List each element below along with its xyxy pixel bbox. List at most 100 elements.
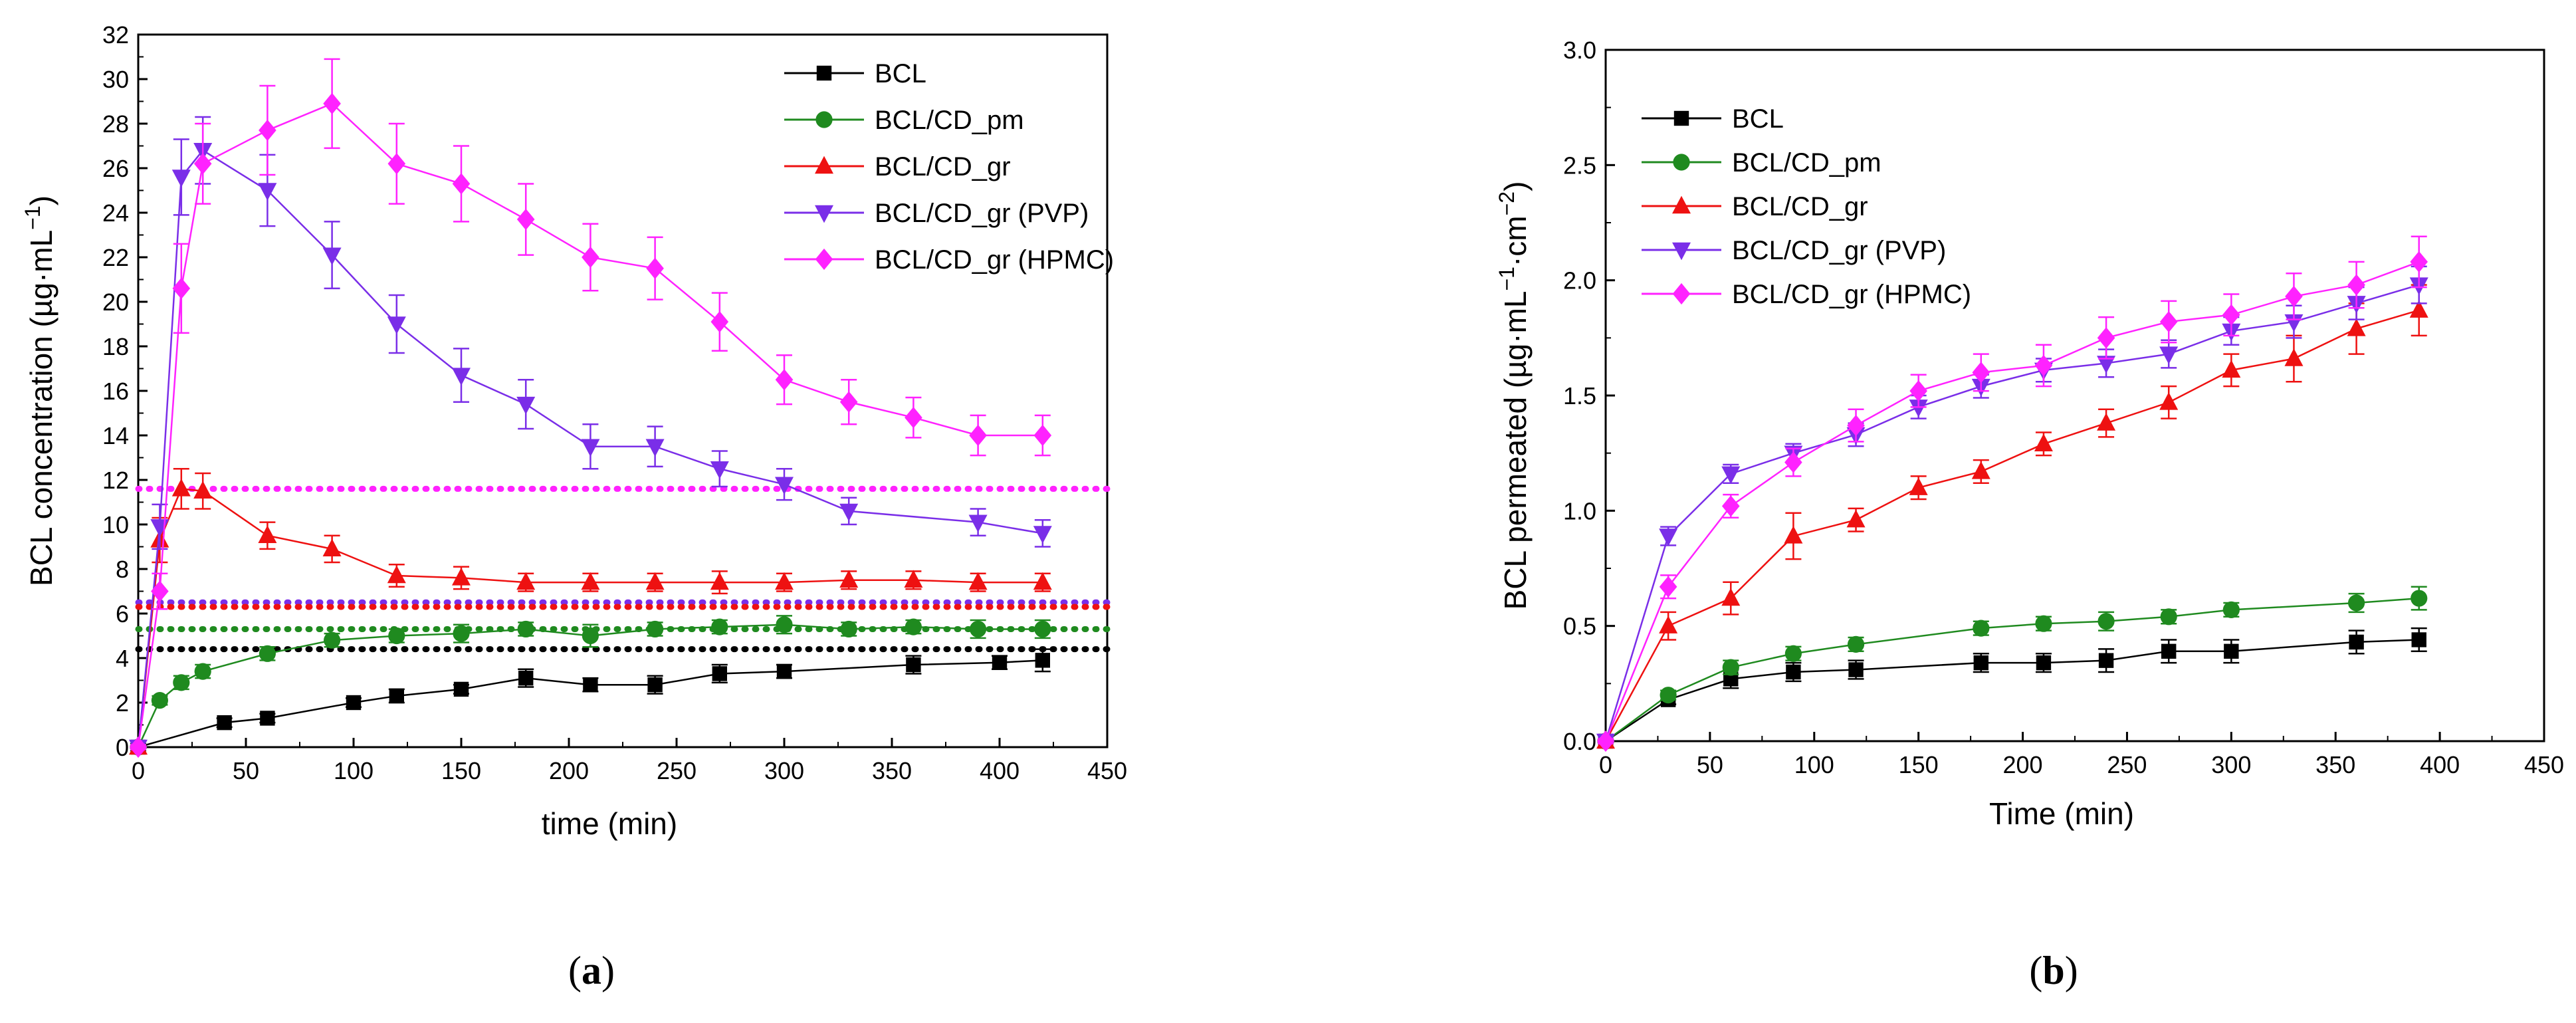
data-point	[2097, 356, 2116, 374]
data-point	[452, 173, 471, 195]
legend-marker	[815, 248, 833, 271]
x-tick-label: 150	[441, 757, 481, 784]
data-point	[2160, 608, 2177, 625]
series-bcl	[130, 648, 1051, 755]
data-point	[645, 572, 665, 590]
legend-label: BCL/CD_pm	[1732, 148, 1881, 177]
data-point	[775, 477, 794, 495]
y-tick-label: 0.5	[1563, 613, 1596, 640]
data-point	[387, 153, 406, 175]
y-axis-label-end: )	[24, 195, 58, 205]
data-point	[2097, 613, 2115, 630]
data-point	[839, 503, 859, 522]
legend-label: BCL/CD_gr (HPMC)	[1732, 280, 1971, 309]
data-point	[173, 674, 190, 691]
x-tick-label: 100	[334, 757, 374, 784]
data-point	[1847, 414, 1865, 437]
chart-b: 0 50 100 150 200 250 300 350 400 450 0.0 0.5 1.0 1.5 2…	[1495, 37, 2564, 992]
data-point	[1034, 620, 1051, 638]
data-point	[129, 736, 148, 758]
x-axis-label: Time (min)	[1989, 796, 2134, 831]
data-point	[1659, 528, 1678, 546]
legend-label: BCL	[875, 59, 926, 88]
data-point	[453, 681, 469, 697]
data-point	[905, 407, 922, 429]
y-tick-label: 2.5	[1563, 152, 1596, 179]
legend-label: BCL/CD_gr (HPMC)	[875, 245, 1114, 275]
data-point	[1596, 730, 1615, 752]
data-point	[259, 119, 276, 142]
series-bcl-cd-gr-pvp	[1596, 265, 2428, 752]
data-point	[904, 570, 923, 588]
data-point	[2034, 354, 2053, 377]
data-point	[151, 692, 168, 709]
data-point	[171, 479, 191, 497]
y-tick-label: 2	[116, 689, 129, 717]
y-tick-label: 8	[116, 556, 129, 583]
series-bcl-cd-gr	[1596, 284, 2428, 749]
y-axis-label-end: )	[1498, 181, 1533, 191]
data-point	[2411, 590, 2428, 607]
data-point	[581, 439, 600, 457]
y-tick-label: 3.0	[1563, 37, 1596, 64]
legend-label: BCL/CD_gr	[875, 152, 1011, 181]
data-point	[2097, 327, 2115, 349]
x-tick-label: 450	[2524, 751, 2564, 778]
series-line	[1605, 597, 2419, 742]
data-point	[1784, 645, 1802, 662]
series-bcl-cd-pm	[1597, 586, 2428, 750]
data-point	[1721, 588, 1741, 606]
x-tick-label: 250	[657, 757, 697, 784]
data-point	[647, 677, 663, 693]
data-point	[193, 481, 213, 499]
data-point	[776, 616, 793, 633]
y-tick-label: 0	[116, 734, 129, 761]
data-point	[1721, 495, 1740, 517]
data-point	[2349, 634, 2364, 650]
data-point	[646, 257, 664, 279]
data-point	[1973, 655, 1988, 671]
x-tick-label: 100	[1794, 751, 1834, 778]
panel-label: (a)	[568, 949, 615, 992]
data-point	[2159, 392, 2179, 410]
data-point	[970, 620, 987, 638]
data-point	[151, 580, 169, 602]
data-point	[323, 92, 341, 114]
data-point	[1659, 576, 1677, 598]
data-point	[710, 311, 729, 333]
data-point	[1033, 424, 1052, 447]
data-point	[710, 572, 729, 590]
data-point	[839, 570, 859, 588]
legend-marker	[815, 111, 833, 128]
data-point	[992, 655, 1008, 670]
y-axis-label-main: BCL concentration (µg·mL	[24, 230, 58, 586]
y-tick-label: 1.5	[1563, 382, 1596, 409]
y-tick-label: 14	[102, 422, 129, 449]
y-tick-label: 24	[102, 199, 129, 227]
y-tick-label: 32	[102, 21, 129, 49]
x-tick-label: 0	[132, 757, 145, 784]
legend-marker	[1673, 110, 1689, 126]
legend-label: BCL/CD_gr (PVP)	[875, 199, 1089, 228]
legend-label: BCL/CD_gr	[1732, 192, 1868, 221]
x-tick-label: 400	[980, 757, 1020, 784]
panel-label-letter: a	[582, 949, 601, 992]
data-point	[516, 572, 536, 590]
data-point	[1035, 653, 1050, 668]
series-line	[1605, 639, 2419, 742]
legend-marker	[816, 65, 832, 81]
data-point	[839, 391, 858, 413]
y-axis-label-sup: −1	[1495, 267, 1519, 290]
data-point	[2224, 643, 2239, 659]
data-point	[517, 620, 534, 638]
series-line	[137, 149, 1043, 748]
data-point	[710, 461, 729, 479]
data-point	[217, 715, 232, 731]
x-tick-label: 350	[2315, 751, 2355, 778]
legend: BCL BCL/CD_pm BCL/CD_gr BCL/CD_gr (PVP) BCL/…	[784, 59, 1114, 275]
data-point	[322, 538, 342, 557]
data-point	[582, 246, 599, 269]
data-point	[2035, 615, 2052, 632]
y-tick-label: 20	[102, 288, 129, 316]
